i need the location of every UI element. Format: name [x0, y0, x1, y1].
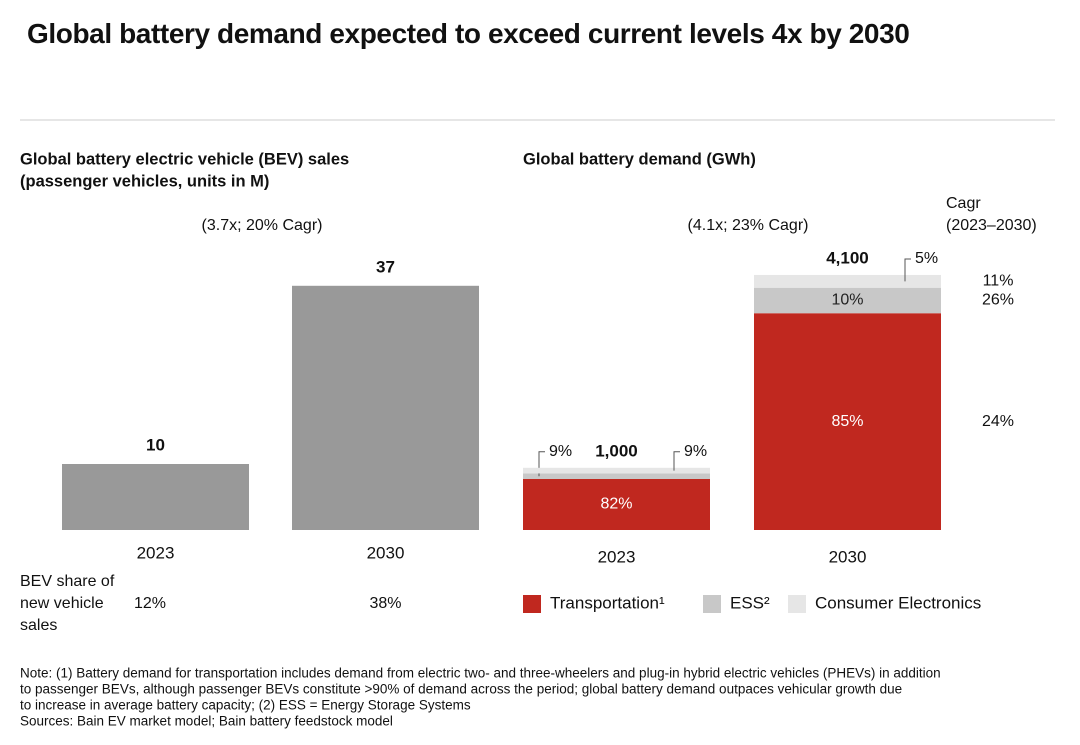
bar [62, 464, 249, 530]
share-value: 38% [369, 595, 401, 612]
legend-swatch [703, 595, 721, 613]
bar-segment [754, 313, 941, 530]
callout-line [673, 451, 680, 471]
x-tick-label: 2030 [367, 543, 405, 562]
annotation: (4.1x; 23% Cagr) [688, 217, 809, 234]
bar-segment [523, 467, 710, 474]
note: to increase in average battery capacity;… [20, 698, 471, 713]
x-tick-label: 2030 [829, 547, 867, 566]
note: Note: (1) Battery demand for transportat… [20, 666, 941, 681]
legend-label: ESS² [730, 593, 770, 612]
legend-label: Consumer Electronics [815, 593, 981, 612]
legend-label: Transportation¹ [550, 593, 665, 612]
cagr-value: 11% [983, 273, 1014, 290]
annotation: (3.7x; 20% Cagr) [202, 217, 323, 234]
chart-title: Global battery electric vehicle (BEV) sa… [20, 150, 349, 168]
legend-swatch [523, 595, 541, 613]
x-tick-label: 2023 [137, 543, 175, 562]
bar-label: 10 [146, 435, 165, 454]
cagr-value: 24% [982, 413, 1014, 430]
bar-segment [523, 473, 710, 479]
x-tick-label: 2023 [598, 547, 636, 566]
cagr-title: Cagr [946, 195, 981, 212]
chart-title: Global battery demand (GWh) [523, 150, 756, 168]
chart-subtitle: (passenger vehicles, units in M) [20, 172, 269, 190]
bar-segment [754, 274, 941, 288]
segment-label: 82% [600, 496, 632, 513]
callout-label: 9% [549, 443, 572, 460]
bar [292, 285, 479, 530]
callout-label: 5% [915, 250, 938, 267]
callout-label: 9% [684, 443, 707, 460]
callout-line [904, 258, 911, 282]
segment-label: 10% [831, 292, 863, 309]
cagr-subtitle: (2023–2030) [946, 217, 1037, 234]
note: to passenger BEVs, although passenger BE… [20, 682, 902, 697]
share-label: BEV share of new vehicle sales [20, 573, 115, 634]
total-label: 4,100 [826, 248, 869, 267]
bar-segment [754, 287, 941, 314]
segment-label: 85% [831, 413, 863, 430]
share-value: 12% [134, 595, 166, 612]
cagr-value: 26% [982, 292, 1014, 309]
bar-segment [523, 478, 710, 530]
total-label: 1,000 [595, 441, 638, 460]
bar-label: 37 [376, 257, 395, 276]
legend-swatch [788, 595, 806, 613]
page-title: Global battery demand expected to exceed… [27, 18, 910, 49]
sources: Sources: Bain EV market model; Bain batt… [20, 714, 393, 729]
